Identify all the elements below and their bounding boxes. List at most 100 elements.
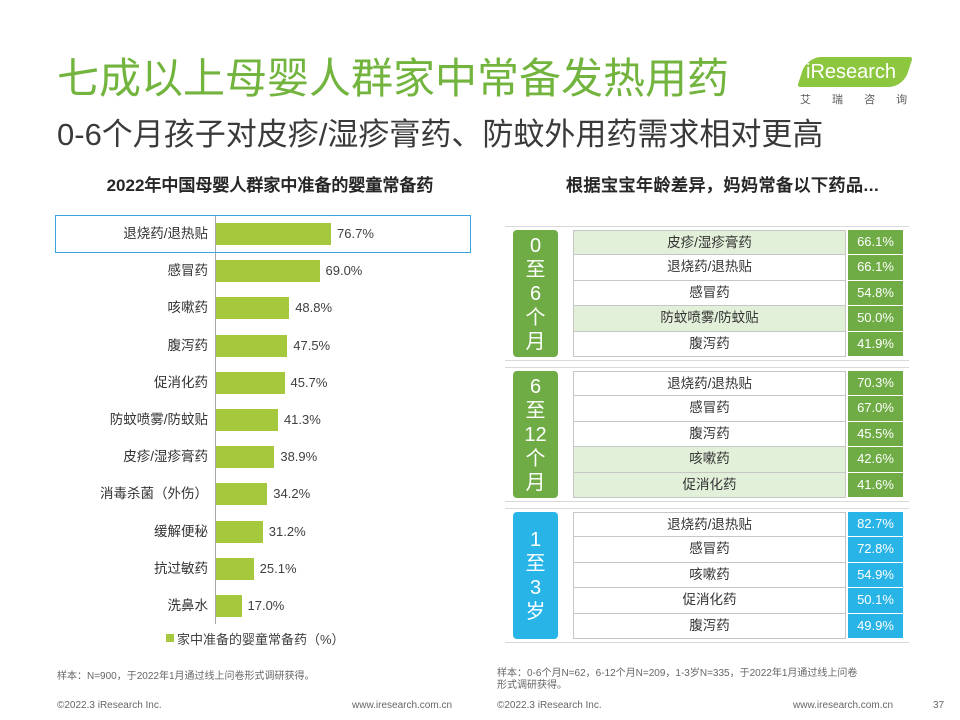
bar: [216, 371, 285, 394]
bar-category-label: 腹泻药: [167, 337, 209, 353]
bar-value-label: 76.7%: [337, 226, 374, 241]
age-group-label-char: 个: [525, 306, 546, 329]
age-group: 6 至 12 个月退烧药/退热贴 70.3% 感冒药 67.0% 腹泻药 45.5% 咳嗽药 42.…: [505, 367, 909, 502]
bar-value-label: 17.0%: [247, 598, 285, 613]
percentage-cell: 54.8%: [848, 280, 903, 307]
bar-chart-legend: 家中准备的婴童常备药（%）: [166, 629, 345, 647]
footer-copyright-right: ©2022.3 iResearch Inc.: [497, 700, 602, 711]
age-group-label-char: 6: [529, 375, 542, 398]
legend-swatch: [166, 634, 174, 642]
bar: [216, 520, 263, 543]
page-title: 七成以上母婴人群家中常备发热用药: [57, 55, 730, 102]
percentage-cell: 66.1%: [848, 230, 903, 256]
medicine-name-cell: 腹泻药: [573, 421, 846, 448]
bar-category-label: 退烧药/退热贴: [123, 226, 208, 241]
medicine-name-cell: 腹泻药: [573, 613, 846, 639]
table-row: 促消化药 50.1%: [573, 588, 903, 614]
table-row: 感冒药 67.0%: [573, 396, 903, 422]
age-group-label-char: 1: [529, 528, 542, 551]
bar-category-label: 消毒杀菌（外伤）: [100, 486, 208, 502]
age-group-label-char: 至: [525, 258, 546, 281]
percentage-cell: 49.9%: [848, 613, 903, 639]
age-group-label: 6 至 12 个月: [513, 371, 558, 498]
table-row: 腹泻药 45.5%: [573, 421, 903, 448]
bar: [216, 334, 288, 357]
bar: [216, 223, 332, 245]
age-group-label-char: 0: [529, 234, 542, 257]
percentage-cell: 82.7%: [848, 512, 903, 538]
iresearch-logo: iResearch: [796, 55, 913, 89]
bar: [216, 446, 275, 469]
age-group-table: 退烧药/退热贴 70.3% 感冒药 67.0% 腹泻药 45.5% 咳嗽药 42.6% 促消化药…: [573, 371, 903, 498]
page-subtitle: 0-6个月孩子对皮疹/湿疹膏药、防蚊外用药需求相对更高: [57, 117, 824, 152]
percentage-cell: 42.6%: [848, 447, 903, 473]
bar-category-label: 感冒药: [167, 263, 209, 279]
age-group-label-char: 月: [525, 330, 546, 353]
bar-category-label: 洗鼻水: [167, 598, 209, 613]
age-group-table: 皮疹/湿疹膏药 66.1% 退烧药/退热贴 66.1% 感冒药 54.8% 防蚊喷雾/防蚊贴…: [573, 230, 903, 357]
bar-chart-title: 2022年中国母婴人群家中准备的婴童常备药: [106, 176, 434, 195]
medicine-name-cell: 感冒药: [573, 280, 846, 307]
table-row: 腹泻药 49.9%: [573, 613, 903, 639]
medicine-name-cell: 腹泻药: [573, 331, 846, 357]
medicine-name-cell: 退烧药/退热贴: [573, 255, 846, 281]
percentage-cell: 50.0%: [848, 306, 903, 332]
medicine-name-cell: 咳嗽药: [573, 447, 846, 473]
bar-category-label: 抗过敏药: [154, 560, 208, 576]
age-group-label-char: 月: [525, 471, 546, 494]
table-row: 退烧药/退热贴 82.7%: [573, 512, 903, 538]
age-group: 1 至 3 岁退烧药/退热贴 82.7% 感冒药 72.8% 咳嗽药 54.9% 促消化药 50.1…: [505, 508, 909, 643]
bar-value-label: 38.9%: [280, 449, 318, 465]
bar-value-label: 34.2%: [273, 486, 311, 502]
percentage-cell: 54.9%: [848, 562, 903, 589]
age-group: 0 至 6 个月皮疹/湿疹膏药 66.1% 退烧药/退热贴 66.1% 感冒药 54.8% 防蚊喷…: [505, 226, 909, 361]
percentage-cell: 70.3%: [848, 371, 903, 397]
percentage-cell: 66.1%: [848, 255, 903, 281]
sample-footnote-left: 样本：N=900，于2022年1月通过线上问卷形式调研获得。: [57, 671, 315, 682]
age-group-label-char: 12: [524, 423, 547, 446]
bar-category-label: 防蚊喷雾/防蚊贴: [109, 412, 208, 427]
medicine-name-cell: 促消化药: [573, 588, 846, 614]
legend-label: 家中准备的婴童常备药（%）: [177, 631, 345, 647]
table-row: 咳嗽药 54.9%: [573, 562, 903, 589]
table-row: 防蚊喷雾/防蚊贴 50.0%: [573, 306, 903, 332]
medicine-name-cell: 防蚊喷雾/防蚊贴: [573, 306, 846, 332]
age-group-label-char: 岁: [525, 600, 546, 623]
bar-chart: 退烧药/退热贴 76.7% 感冒药 69.0% 咳嗽药 48.8% 腹泻药 47.5% 促消化药…: [55, 212, 475, 628]
bar: [216, 595, 242, 617]
age-group-label-char: 至: [525, 399, 546, 422]
footer-url-left: www.iresearch.com.cn: [352, 700, 453, 711]
medicine-name-cell: 感冒药: [573, 396, 846, 422]
footer-copyright-left: ©2022.3 iResearch Inc.: [57, 700, 162, 711]
bar: [216, 409, 278, 431]
table-row: 咳嗽药 42.6%: [573, 447, 903, 473]
age-group-label-char: 6: [529, 282, 542, 305]
medicine-name-cell: 咳嗽药: [573, 562, 846, 589]
bar-value-label: 25.1%: [259, 560, 297, 576]
age-table-title: 根据宝宝年龄差异，妈妈常备以下药品...: [566, 176, 880, 195]
table-row: 感冒药 54.8%: [573, 280, 903, 307]
medicine-name-cell: 促消化药: [573, 472, 846, 498]
bar-value-label: 48.8%: [295, 300, 333, 316]
bar-value-label: 47.5%: [293, 337, 331, 353]
sample-footnote-right-line: 形式调研获得。: [497, 679, 567, 691]
table-row: 皮疹/湿疹膏药 66.1%: [573, 230, 903, 256]
bar: [216, 297, 290, 320]
table-row: 腹泻药 41.9%: [573, 331, 903, 357]
bar-value-label: 69.0%: [325, 263, 363, 279]
table-row: 感冒药 72.8%: [573, 537, 903, 563]
sample-footnote-right-line: 样本：0-6个月N=62，6-12个月N=209，1-3岁N=335，于2022…: [497, 668, 858, 679]
bar-category-label: 咳嗽药: [167, 300, 209, 316]
bar-chart-axis: [215, 216, 216, 624]
bar-category-label: 缓解便秘: [154, 523, 208, 539]
age-group-label-char: 个: [525, 447, 546, 470]
medicine-name-cell: 退烧药/退热贴: [573, 512, 846, 538]
bar-value-label: 45.7%: [290, 374, 328, 390]
percentage-cell: 72.8%: [848, 537, 903, 563]
highlight-box: [55, 215, 471, 253]
footer-url-right: www.iresearch.com.cn: [793, 700, 894, 711]
page-number: 37: [933, 700, 945, 711]
table-row: 退烧药/退热贴 66.1%: [573, 255, 903, 281]
